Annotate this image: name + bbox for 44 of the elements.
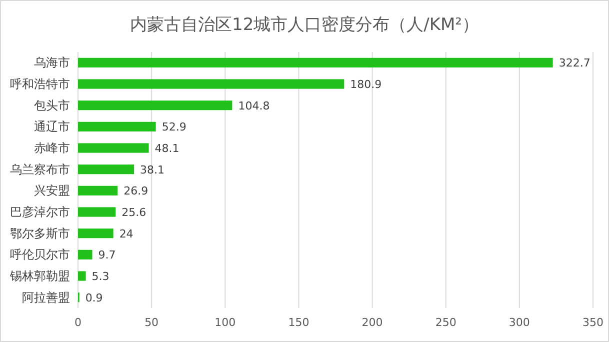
data-label: 48.1 [154, 142, 180, 155]
data-label: 52.9 [162, 120, 186, 134]
bar [78, 79, 344, 89]
bar [78, 228, 114, 238]
data-label: 9.7 [98, 248, 116, 262]
y-tick-label: 兴安盟 [34, 184, 70, 198]
bar [78, 207, 116, 217]
y-tick-label: 赤峰市 [34, 141, 70, 155]
y-tick-label: 呼和浩特市 [10, 77, 70, 91]
data-label: 25.6 [122, 206, 146, 219]
y-tick-label: 包头市 [34, 98, 70, 112]
y-tick-label: 通辽市 [34, 120, 70, 134]
y-tick-label: 巴彦淖尔市 [10, 205, 70, 219]
y-tick-label: 乌兰察布市 [10, 162, 70, 176]
x-tick-label: 0 [74, 316, 82, 329]
x-tick-label: 100 [214, 316, 236, 329]
x-tick-label: 200 [362, 316, 383, 329]
x-tick-label: 50 [144, 316, 159, 329]
bar [78, 122, 156, 132]
data-label: 322.7 [558, 56, 590, 70]
y-tick-label: 呼伦贝尔市 [10, 248, 70, 262]
data-label: 180.9 [350, 78, 382, 91]
x-tick-label: 350 [582, 316, 604, 329]
data-label: 5.3 [92, 270, 110, 283]
data-label: 26.9 [124, 184, 148, 198]
data-label: 0.9 [85, 291, 103, 304]
chart-title: 内蒙古自治区12城市人口密度分布（人/KM²） [130, 15, 479, 35]
bar [78, 271, 86, 281]
data-label: 24 [119, 227, 134, 240]
bar [78, 100, 232, 110]
bar [78, 58, 553, 68]
bar [78, 186, 118, 196]
x-tick-label: 150 [288, 316, 310, 329]
y-tick-label: 锡林郭勒盟 [9, 269, 70, 283]
y-tick-label: 乌海市 [34, 56, 70, 70]
bar [78, 250, 92, 260]
y-tick-label: 阿拉善盟 [22, 290, 70, 304]
x-tick-label: 250 [435, 316, 456, 329]
y-tick-label: 鄂尔多斯市 [10, 226, 70, 240]
bar [78, 164, 134, 174]
data-label: 38.1 [140, 163, 165, 176]
x-tick-label: 300 [508, 316, 530, 329]
bar [78, 143, 149, 153]
data-label: 104.8 [238, 99, 270, 112]
